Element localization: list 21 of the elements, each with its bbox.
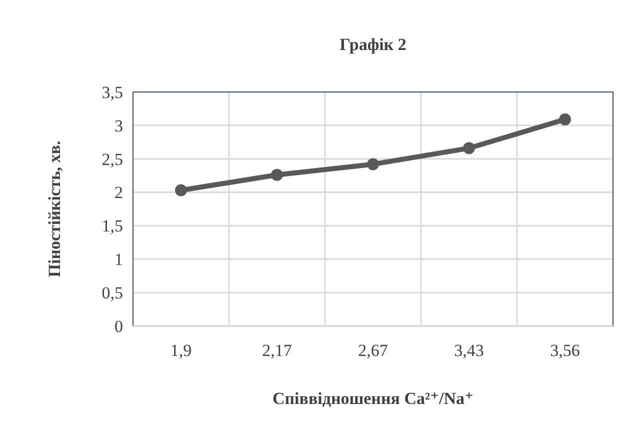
x-tick-label: 1,9: [170, 341, 192, 360]
y-tick-label: 0: [114, 316, 123, 336]
y-tick-label: 3: [114, 116, 123, 136]
y-tick-label: 3,5: [102, 82, 123, 102]
point: [175, 184, 187, 196]
point: [367, 158, 379, 170]
point: [463, 142, 475, 154]
x-tick-label: 2,17: [262, 341, 292, 360]
x-axis-title: Співвідношення Ca²⁺/Na⁺: [272, 389, 474, 408]
y-tick-label: 0,5: [102, 284, 123, 303]
point: [271, 168, 283, 181]
y-tick-label: 2,5: [102, 150, 123, 169]
y-tick-label: 1,5: [102, 216, 123, 236]
chart-title: Графік 2: [340, 35, 406, 54]
point: [559, 113, 571, 126]
y-tick-label: 1: [114, 250, 123, 270]
x-tick-label: 3,43: [454, 341, 484, 360]
y-axis-title: Піностійкість, хв.: [45, 140, 64, 278]
y-tick-label: 2: [114, 183, 123, 202]
x-tick-label: 3,56: [550, 341, 580, 360]
x-tick-label: 2,67: [358, 341, 388, 360]
